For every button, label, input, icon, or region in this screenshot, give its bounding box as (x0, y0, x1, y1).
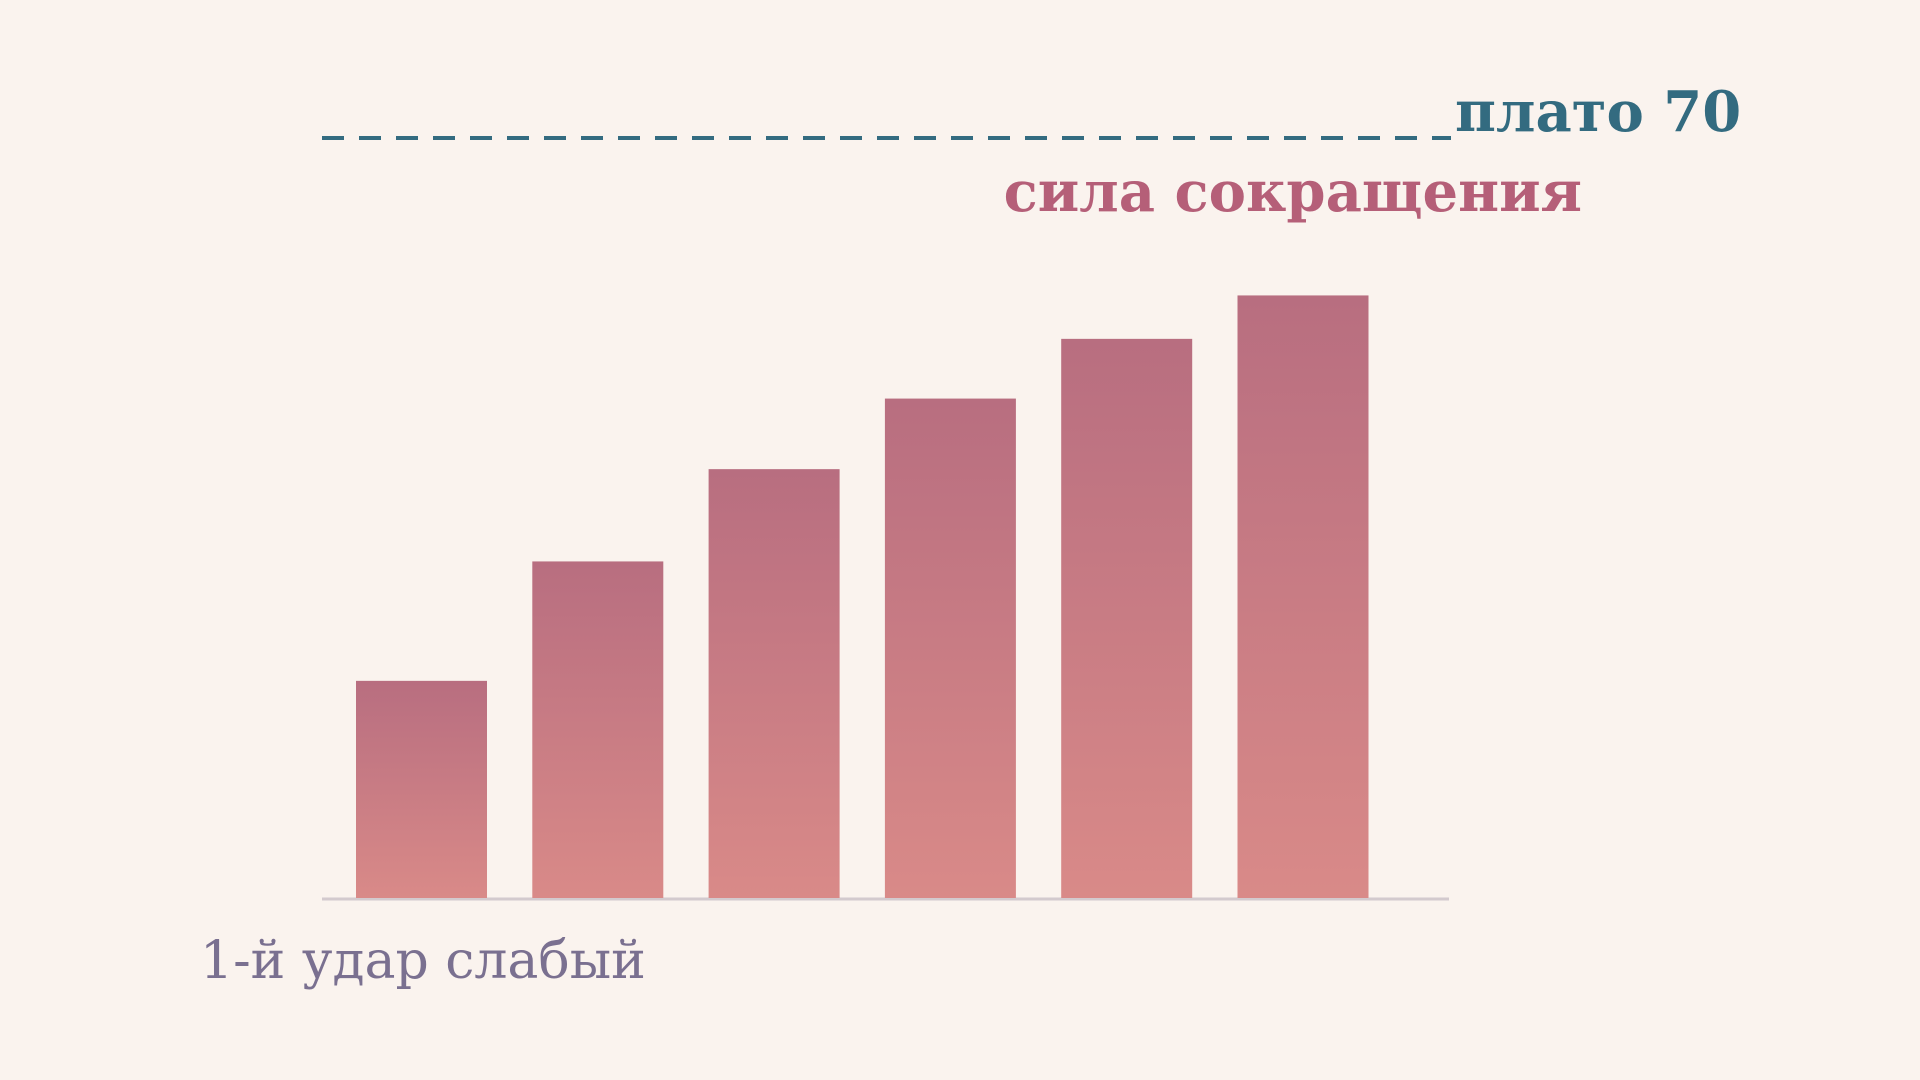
chart-title: сила сокращения (1004, 159, 1582, 225)
bar (1061, 338, 1193, 898)
bar (708, 469, 840, 898)
bar (884, 398, 1016, 898)
plateau-label: плато 70 (1455, 79, 1741, 145)
annotation: 1-й удар слабый (200, 931, 646, 991)
bar (532, 561, 664, 898)
bar (1237, 295, 1369, 898)
bar (356, 680, 487, 898)
